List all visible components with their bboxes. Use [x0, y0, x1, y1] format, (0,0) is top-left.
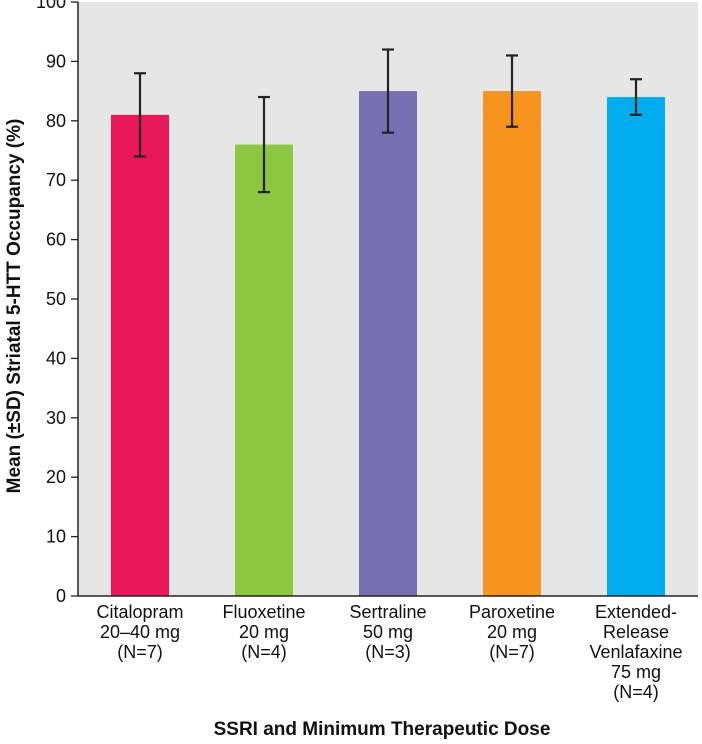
x-tick-label: Fluoxetine 20 mg (N=4) — [222, 602, 305, 662]
bar — [235, 144, 293, 596]
y-tick-label: 30 — [46, 408, 66, 428]
y-tick-label: 40 — [46, 348, 66, 368]
y-tick-label: 100 — [36, 0, 66, 12]
y-axis-ticks: 0 10 20 30 40 50 60 70 80 90 100 — [36, 0, 78, 606]
bar — [359, 91, 417, 596]
y-tick-label: 50 — [46, 289, 66, 309]
x-tick-label: Citalopram 20–40 mg (N=7) — [96, 602, 183, 662]
y-axis-title: Mean (±SD) Striatal 5-HTT Occupancy (%) — [4, 119, 25, 494]
y-tick-label: 90 — [46, 51, 66, 71]
y-tick-label: 80 — [46, 111, 66, 131]
bar — [483, 91, 541, 596]
error-bar — [506, 54, 518, 128]
x-tick-label: Paroxetine 20 mg (N=7) — [469, 602, 555, 662]
x-axis-title: SSRI and Minimum Therapeutic Dose — [214, 719, 551, 740]
error-bars — [134, 48, 642, 194]
y-tick-label: 60 — [46, 230, 66, 250]
y-tick-label: 20 — [46, 467, 66, 487]
error-bar — [382, 48, 394, 134]
bar — [607, 97, 665, 596]
error-bar — [630, 78, 642, 116]
error-bar — [258, 95, 270, 194]
y-tick-label: 10 — [46, 527, 66, 547]
error-bar — [134, 72, 146, 158]
bar — [111, 114, 169, 597]
x-tick-label: Extended-Release Venlafaxine 75 mg (N=4) — [589, 602, 682, 702]
x-axis-labels: Citalopram 20–40 mg (N=7) Fluoxetine 20 mg (N… — [96, 602, 682, 702]
bars — [111, 91, 665, 597]
x-tick-label: Sertraline 50 mg (N=3) — [349, 602, 426, 662]
y-tick-label: 70 — [46, 170, 66, 190]
y-tick-label: 0 — [56, 586, 66, 606]
